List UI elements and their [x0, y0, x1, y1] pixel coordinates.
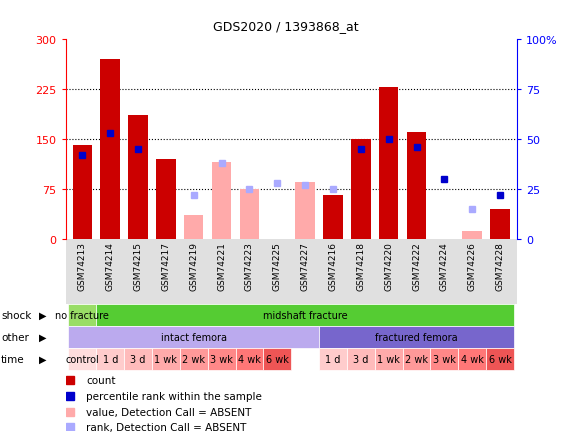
Text: count: count — [86, 375, 115, 385]
Text: ▶: ▶ — [39, 332, 46, 342]
Bar — [240, 189, 259, 239]
Text: 4 wk: 4 wk — [238, 354, 261, 364]
Bar — [463, 231, 482, 239]
Bar — [323, 196, 343, 239]
Text: 3 d: 3 d — [130, 354, 146, 364]
Bar — [96, 348, 124, 370]
Bar — [459, 348, 486, 370]
Text: intact femora: intact femora — [161, 332, 227, 342]
Text: 1 wk: 1 wk — [155, 354, 178, 364]
Bar — [152, 348, 180, 370]
Text: control: control — [66, 354, 99, 364]
Text: percentile rank within the sample: percentile rank within the sample — [86, 391, 262, 401]
Bar — [319, 326, 514, 348]
Text: midshaft fracture: midshaft fracture — [263, 310, 347, 320]
Bar — [73, 146, 92, 239]
Text: 3 wk: 3 wk — [210, 354, 233, 364]
Bar — [490, 209, 510, 239]
Bar — [379, 87, 399, 239]
Bar — [431, 348, 459, 370]
Text: 1 d: 1 d — [325, 354, 341, 364]
Text: 2 wk: 2 wk — [182, 354, 205, 364]
Bar — [347, 348, 375, 370]
Bar — [212, 163, 231, 239]
Bar — [263, 348, 291, 370]
Text: 3 d: 3 d — [353, 354, 368, 364]
Text: time: time — [1, 354, 25, 364]
Bar — [403, 348, 431, 370]
Bar — [295, 183, 315, 239]
Bar — [235, 348, 263, 370]
Bar — [486, 348, 514, 370]
Bar — [351, 139, 371, 239]
Bar — [128, 116, 148, 239]
Bar — [208, 348, 235, 370]
Text: no fracture: no fracture — [55, 310, 109, 320]
Text: rank, Detection Call = ABSENT: rank, Detection Call = ABSENT — [86, 422, 246, 432]
Text: value, Detection Call = ABSENT: value, Detection Call = ABSENT — [86, 407, 251, 417]
Text: 4 wk: 4 wk — [461, 354, 484, 364]
Bar — [180, 348, 208, 370]
Bar — [100, 59, 120, 239]
Bar — [156, 159, 176, 239]
Text: 3 wk: 3 wk — [433, 354, 456, 364]
Text: shock: shock — [1, 310, 31, 320]
Text: GDS2020 / 1393868_at: GDS2020 / 1393868_at — [212, 20, 359, 33]
Text: other: other — [1, 332, 29, 342]
Text: 1 wk: 1 wk — [377, 354, 400, 364]
Bar — [124, 348, 152, 370]
Text: ▶: ▶ — [39, 310, 46, 320]
Bar — [69, 304, 96, 326]
Bar — [69, 326, 319, 348]
Text: 1 d: 1 d — [103, 354, 118, 364]
Text: 2 wk: 2 wk — [405, 354, 428, 364]
Bar — [184, 216, 203, 239]
Text: ▶: ▶ — [39, 354, 46, 364]
Bar — [375, 348, 403, 370]
Text: 6 wk: 6 wk — [489, 354, 512, 364]
Text: fractured femora: fractured femora — [375, 332, 458, 342]
Bar — [319, 348, 347, 370]
Text: 6 wk: 6 wk — [266, 354, 289, 364]
Bar — [156, 166, 176, 239]
Bar — [69, 348, 96, 370]
Bar — [407, 133, 427, 239]
